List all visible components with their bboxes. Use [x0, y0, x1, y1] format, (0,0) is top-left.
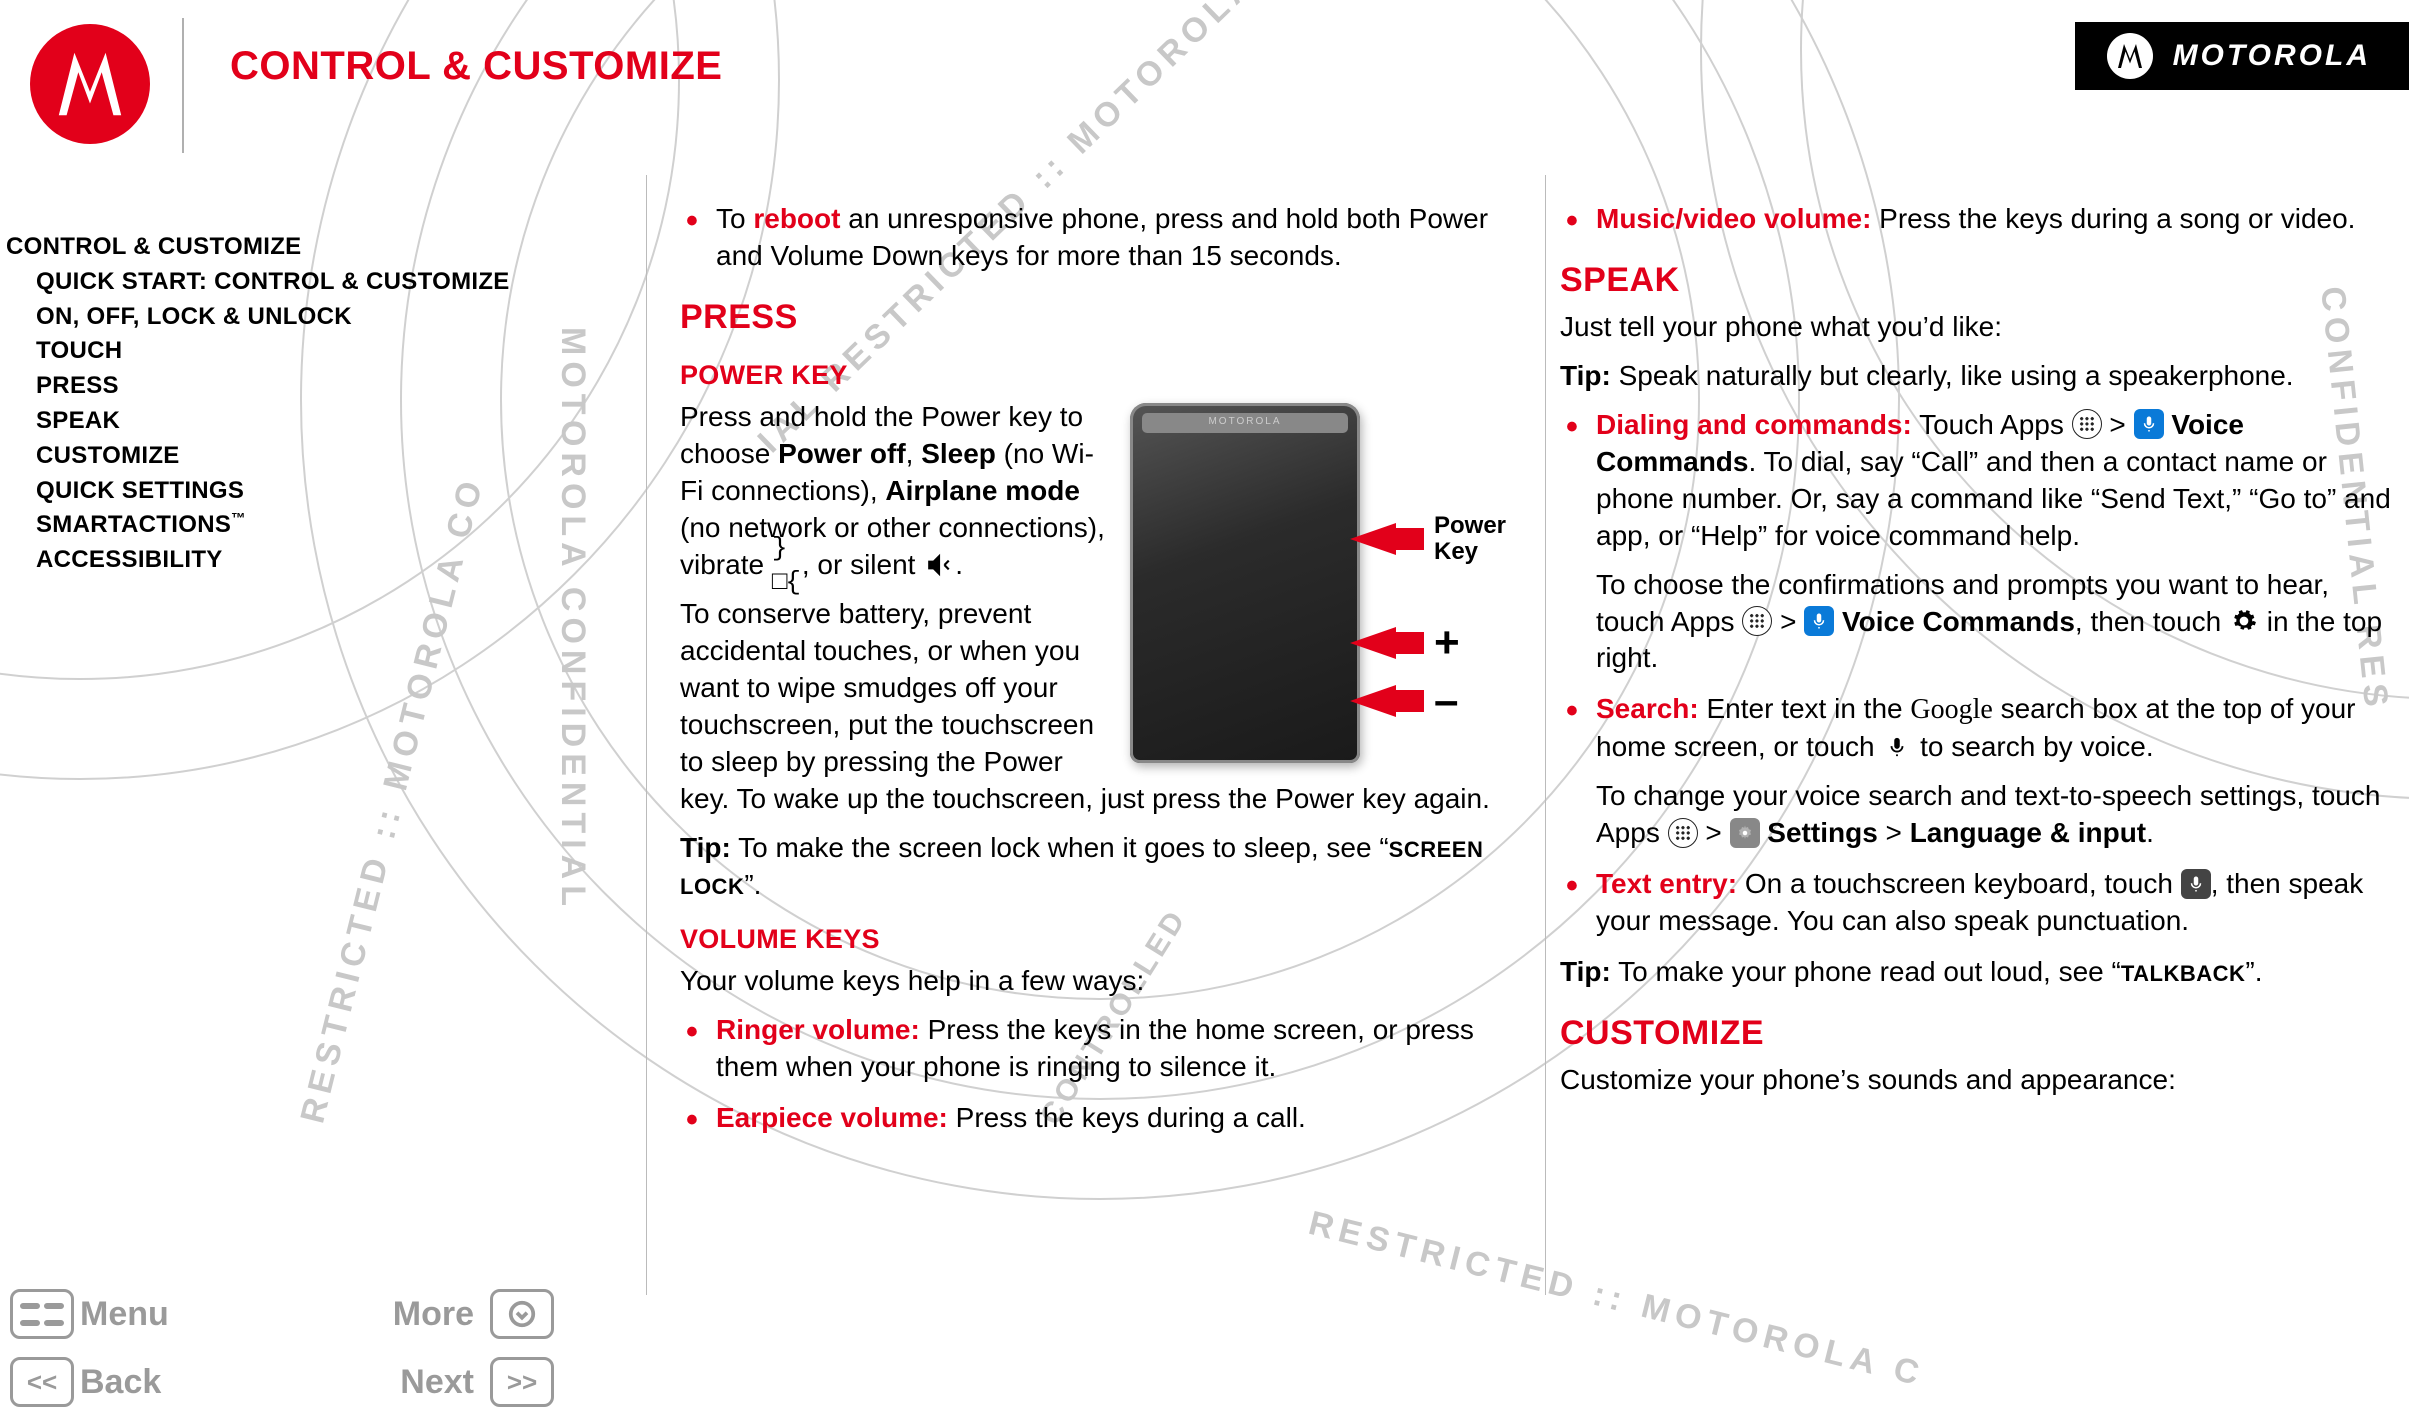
press-heading: PRESS: [680, 295, 1500, 340]
toc-item[interactable]: SPEAK: [6, 404, 566, 439]
title-divider: [182, 18, 184, 153]
voice-commands-icon: [1804, 606, 1834, 636]
text: Press the keys during a song or video.: [1871, 203, 2355, 234]
power-paragraph-1: Press and hold the Power key to choose P…: [680, 399, 1140, 584]
back-button[interactable]: <<: [10, 1357, 74, 1407]
customize-intro: Customize your phone’s sounds and appear…: [1560, 1062, 2400, 1099]
power-key-heading: POWER KEY: [680, 358, 1500, 394]
next-button[interactable]: >>: [490, 1357, 554, 1407]
keyboard-mic-icon: [2181, 869, 2211, 899]
music-volume-bullet: Music/video volume: Press the keys durin…: [1560, 201, 2400, 238]
toc-item[interactable]: ACCESSIBILITY: [6, 543, 566, 578]
power-key-label: Power Key: [1434, 513, 1506, 563]
plus-icon: +: [1434, 621, 1460, 665]
speak-tip: Tip: Speak naturally but clearly, like u…: [1560, 358, 2400, 395]
microphone-icon: [1882, 732, 1912, 762]
silent-icon: [923, 551, 955, 579]
toc-item[interactable]: CONTROL & CUSTOMIZE: [6, 230, 566, 265]
talkback-tip: Tip: To make your phone read out loud, s…: [1560, 954, 2400, 991]
brand-name: MOTOROLA: [2173, 39, 2371, 73]
watermark-text: RESTRICTED :: MOTOROLA C: [1305, 1204, 1929, 1395]
menu-label[interactable]: Menu: [80, 1295, 169, 1334]
column-divider: [1545, 175, 1546, 1295]
voice-commands-icon: [2134, 409, 2164, 439]
volume-keys-heading: VOLUME KEYS: [680, 922, 1500, 958]
text: To: [716, 203, 753, 234]
search-paragraph-2: To change your voice search and text-to-…: [1596, 778, 2400, 852]
page-title-bar: CONTROL & CUSTOMIZE: [230, 44, 722, 89]
dialing-bullet: Dialing and commands: Touch Apps > Voice…: [1560, 407, 2400, 678]
apps-icon: [1742, 606, 1772, 636]
toc-item[interactable]: QUICK SETTINGS: [6, 474, 566, 509]
motorola-logo-badge: [30, 24, 150, 144]
phone-body-icon: [1130, 403, 1360, 763]
more-label[interactable]: More: [393, 1295, 474, 1334]
volume-up-arrow: +: [1350, 621, 1460, 665]
back-label[interactable]: Back: [80, 1363, 161, 1402]
content-column-2: Music/video volume: Press the keys durin…: [1560, 195, 2400, 1111]
list-item: Ringer volume: Press the keys in the hom…: [680, 1012, 1500, 1086]
dialing-paragraph-2: To choose the confirmations and prompts …: [1596, 567, 2400, 678]
toc-item[interactable]: PRESS: [6, 369, 566, 404]
toc-item[interactable]: CUSTOMIZE: [6, 439, 566, 474]
brand-logo-icon: [2107, 33, 2153, 79]
table-of-contents: CONTROL & CUSTOMIZEQUICK START: CONTROL …: [6, 230, 566, 578]
reboot-keyword: reboot: [753, 203, 840, 234]
next-label[interactable]: Next: [400, 1363, 474, 1402]
reboot-bullet: To reboot an unresponsive phone, press a…: [680, 201, 1500, 275]
speak-intro: Just tell your phone what you’d like:: [1560, 309, 2400, 346]
volume-list: Ringer volume: Press the keys in the hom…: [680, 1012, 1500, 1137]
minus-icon: –: [1434, 679, 1458, 723]
page-navigation: Menu More << Back Next >>: [10, 1289, 600, 1407]
vibrate-icon: }□{: [772, 550, 802, 580]
power-tip: Tip: To make the screen lock when it goe…: [680, 830, 1500, 904]
phone-illustration: Power Key + –: [1130, 403, 1500, 763]
toc-item[interactable]: QUICK START: CONTROL & CUSTOMIZE: [6, 265, 566, 300]
volume-down-arrow: –: [1350, 679, 1458, 723]
brand-strip: MOTOROLA: [2075, 22, 2409, 90]
toc-item[interactable]: TOUCH: [6, 334, 566, 369]
menu-button[interactable]: [10, 1289, 74, 1339]
motorola-m-icon: [51, 45, 129, 123]
gear-icon: [2229, 606, 2259, 636]
more-button[interactable]: [490, 1289, 554, 1339]
talkback-link[interactable]: TALKBACK: [2121, 961, 2246, 986]
search-bullet: Search: Enter text in the Google search …: [1560, 691, 2400, 852]
column-divider: [646, 175, 647, 1295]
power-key-arrow: Power Key: [1350, 513, 1506, 563]
settings-app-icon: [1730, 818, 1760, 848]
apps-icon: [1668, 818, 1698, 848]
page-title: CONTROL & CUSTOMIZE: [230, 44, 722, 89]
toc-item[interactable]: ON, OFF, LOCK & UNLOCK: [6, 300, 566, 335]
google-wordmark: Google: [1910, 694, 1992, 725]
volume-intro: Your volume keys help in a few ways:: [680, 963, 1500, 1000]
content-column-1: To reboot an unresponsive phone, press a…: [680, 195, 1500, 1151]
text-entry-bullet: Text entry: On a touchscreen keyboard, t…: [1560, 866, 2400, 940]
toc-item[interactable]: SMARTACTIONS™: [6, 508, 566, 543]
text: Music/video volume:: [1596, 203, 1871, 234]
customize-heading: CUSTOMIZE: [1560, 1011, 2400, 1056]
list-item: Earpiece volume: Press the keys during a…: [680, 1100, 1500, 1137]
speak-heading: SPEAK: [1560, 258, 2400, 303]
apps-icon: [2072, 409, 2102, 439]
